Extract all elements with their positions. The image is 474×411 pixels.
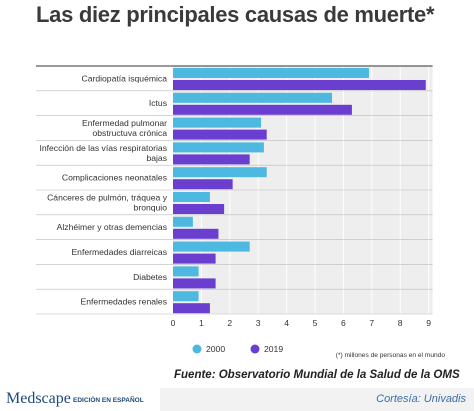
- bar-2019: [173, 228, 219, 239]
- x-tick-label: 4: [284, 318, 289, 328]
- chart-bars: [173, 68, 426, 314]
- brand-name: Medscape: [6, 390, 71, 407]
- legend-swatch-2019: [250, 344, 260, 354]
- category-label: Ictus: [149, 98, 167, 108]
- chart-legend: 2000 2019: [192, 344, 283, 354]
- bar-2000: [173, 117, 262, 128]
- footer-bar: Medscape EDICIÓN EN ESPAÑOL Cortesía: Un…: [0, 388, 474, 411]
- bar-2019: [173, 253, 216, 264]
- x-axis-ticks: 0 1 2 3 4 5 6 7 8 9: [171, 318, 432, 328]
- category-label: Infección de las vías respiratorias: [39, 143, 167, 153]
- x-tick-label: 6: [341, 318, 346, 328]
- bar-2000: [173, 216, 193, 227]
- brand-subtitle: EDICIÓN EN ESPAÑOL: [73, 397, 144, 404]
- category-label: bajas: [146, 153, 167, 163]
- chart-grid: [36, 65, 433, 315]
- x-tick-label: 3: [256, 318, 261, 328]
- bar-2000: [173, 167, 267, 178]
- bar-2019: [173, 154, 250, 165]
- brand-logo: Medscape EDICIÓN EN ESPAÑOL: [0, 388, 160, 411]
- bar-2019: [173, 129, 267, 140]
- category-label: Cardiopatía isquémica: [81, 73, 167, 83]
- x-tick-label: 8: [398, 318, 403, 328]
- legend-swatch-2000: [192, 344, 202, 354]
- bar-2019: [173, 303, 210, 314]
- x-tick-label: 0: [171, 318, 176, 328]
- category-label: Alzhéimer y otras demencias: [57, 222, 167, 232]
- bar-2000: [173, 266, 199, 277]
- category-label: Enfermedad pulmonar: [82, 118, 167, 128]
- bar-2000: [173, 92, 333, 103]
- bar-2019: [173, 204, 225, 214]
- bar-2019: [173, 80, 426, 90]
- category-label: obstructuva crónica: [92, 128, 167, 138]
- credit-text: Cortesía: Univadis: [376, 393, 466, 405]
- x-tick-label: 9: [426, 318, 431, 328]
- category-label: bronquio: [134, 202, 168, 212]
- category-labels: Cardiopatía isquémica Ictus Enfermedad pul…: [39, 73, 167, 306]
- legend-label-2000: 2000: [206, 344, 225, 354]
- legend-label-2019: 2019: [264, 344, 283, 354]
- bar-2000: [173, 241, 250, 252]
- bar-2019: [173, 179, 233, 190]
- source-text: Fuente: Observatorio Mundial de la Salud…: [174, 369, 460, 381]
- category-label: Cánceres de pulmón, tráquea y: [47, 192, 168, 202]
- category-label: Enfermedades diarreicas: [71, 247, 167, 257]
- bar-2000: [173, 291, 199, 302]
- x-tick-label: 5: [313, 318, 318, 328]
- chart-note: (*) millones de personas en el mundo: [336, 352, 446, 359]
- bar-2019: [173, 104, 352, 115]
- category-label: Diabetes: [133, 272, 167, 282]
- category-label: Complicaciones neonatales: [62, 173, 167, 183]
- page-title: Las diez principales causas de muerte*: [36, 2, 435, 27]
- x-tick-label: 1: [199, 318, 204, 328]
- bar-2019: [173, 278, 216, 289]
- category-label: Enfermedades renales: [81, 297, 167, 307]
- bar-2000: [173, 192, 210, 202]
- bar-2000: [173, 142, 264, 153]
- bar-2000: [173, 68, 369, 78]
- x-tick-label: 7: [369, 318, 374, 328]
- x-tick-label: 2: [227, 318, 232, 328]
